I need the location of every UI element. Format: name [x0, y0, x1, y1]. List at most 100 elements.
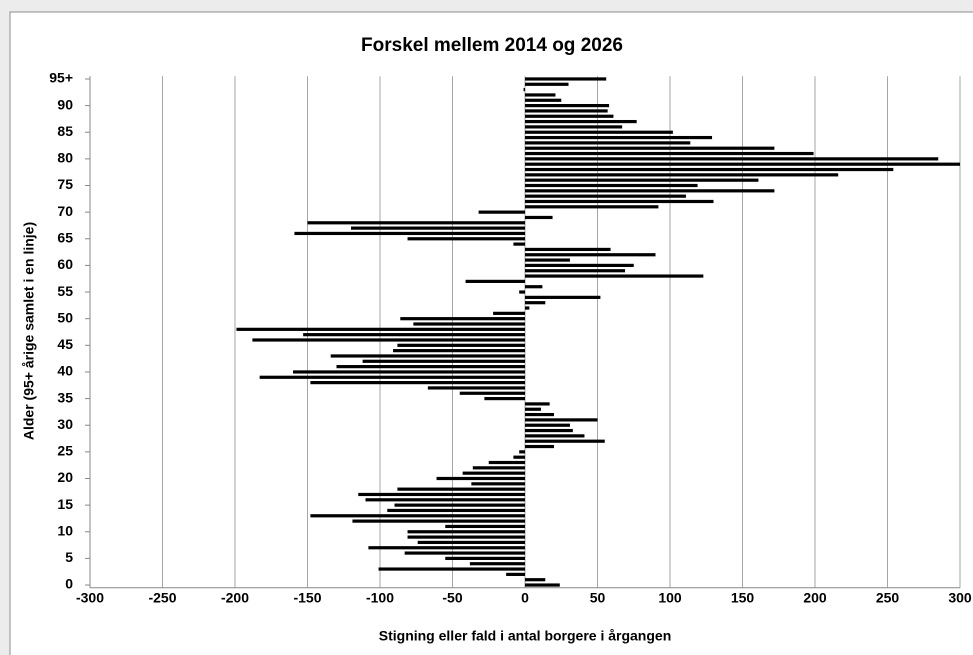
bar	[519, 450, 525, 454]
x-tick-label: 50	[590, 589, 606, 605]
bar	[358, 492, 525, 497]
bar	[525, 93, 556, 97]
y-tick-label: 30	[57, 416, 73, 432]
bar	[471, 482, 525, 486]
bar	[484, 396, 525, 401]
bar	[525, 173, 839, 177]
bar	[330, 354, 525, 358]
bar	[525, 98, 562, 102]
y-tick-label: 75	[57, 176, 73, 192]
bar	[525, 418, 598, 422]
bar	[465, 279, 525, 283]
bar	[362, 359, 525, 363]
bar	[493, 311, 525, 315]
x-tick-label: -250	[148, 589, 176, 605]
bar	[525, 306, 530, 310]
bar	[236, 327, 525, 331]
bar	[462, 471, 525, 475]
y-tick-label: 15	[57, 496, 73, 512]
y-tick-label: 35	[57, 389, 73, 405]
bar	[525, 423, 570, 427]
bar	[393, 349, 525, 353]
bar	[525, 439, 605, 443]
bar	[525, 295, 601, 299]
y-tick-label: 60	[57, 256, 73, 272]
y-tick-label: 10	[57, 522, 73, 538]
bar	[525, 141, 691, 145]
bar	[307, 221, 525, 225]
bar	[525, 269, 626, 273]
bar	[525, 130, 673, 134]
bar	[525, 402, 550, 406]
x-axis-title: Stigning eller fald i antal borgere i år…	[379, 628, 672, 644]
y-tick-label: 55	[57, 283, 73, 299]
bar	[525, 301, 546, 305]
x-tick-label: -50	[442, 589, 462, 605]
x-tick-label: 300	[948, 589, 972, 605]
bar	[525, 215, 553, 220]
bar	[445, 524, 525, 529]
bar	[293, 370, 525, 374]
bar	[525, 428, 573, 433]
bar	[417, 540, 525, 545]
y-tick-label: 50	[57, 309, 73, 325]
bar	[351, 226, 525, 230]
bar	[525, 253, 656, 257]
bar	[407, 530, 525, 534]
x-tick-label: 250	[876, 589, 900, 605]
y-tick-label: 40	[57, 363, 73, 379]
bar	[310, 381, 525, 385]
bar	[525, 263, 634, 268]
bar	[525, 407, 541, 411]
bar	[400, 317, 525, 321]
bar	[469, 562, 525, 566]
y-tick-label: 80	[57, 150, 73, 166]
bar	[525, 135, 713, 140]
bar	[478, 210, 525, 214]
bar	[472, 466, 525, 470]
y-tick-label: 85	[57, 123, 73, 139]
x-tick-label: -100	[366, 589, 394, 605]
bar	[488, 460, 525, 465]
bar	[525, 285, 543, 289]
bar	[436, 476, 525, 481]
bar	[368, 546, 525, 550]
bar	[525, 247, 611, 252]
bar	[525, 199, 714, 204]
bar	[365, 498, 525, 502]
bar	[397, 343, 525, 347]
bar	[407, 535, 525, 539]
bar	[525, 274, 704, 278]
bar	[397, 487, 525, 491]
bar	[525, 103, 610, 108]
x-tick-label: 0	[521, 589, 529, 605]
bar	[387, 508, 525, 513]
bar	[525, 146, 775, 150]
y-tick-label: 90	[57, 96, 73, 112]
bar	[525, 583, 560, 587]
bar	[525, 151, 814, 156]
bar	[525, 183, 698, 188]
bar	[525, 434, 585, 438]
bar	[336, 365, 525, 369]
y-tick-label: 95+	[49, 70, 73, 86]
bar	[378, 567, 525, 571]
x-tick-label: 150	[731, 589, 755, 605]
bar	[513, 455, 525, 459]
bar	[413, 322, 525, 326]
bar	[352, 519, 525, 523]
x-tick-label: -200	[221, 589, 249, 605]
bar	[294, 231, 525, 236]
bar	[525, 258, 570, 262]
bar	[394, 503, 525, 507]
x-tick-label: 100	[658, 589, 682, 605]
x-tick-label: -150	[293, 589, 321, 605]
bar	[525, 82, 569, 86]
bar	[506, 572, 525, 576]
bar	[525, 578, 546, 582]
bar	[525, 109, 608, 113]
bar	[427, 386, 525, 390]
y-tick-label: 20	[57, 469, 73, 485]
bar	[525, 157, 939, 161]
